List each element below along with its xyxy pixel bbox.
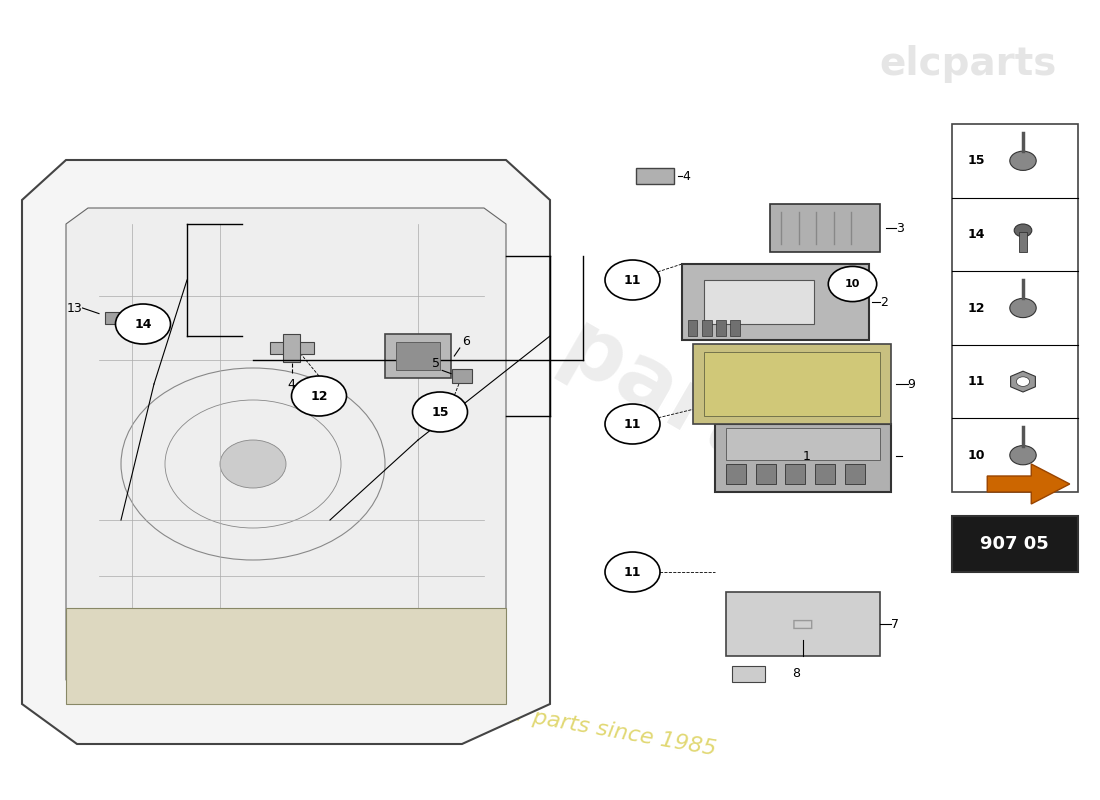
Circle shape	[220, 440, 286, 488]
FancyBboxPatch shape	[452, 369, 472, 383]
FancyBboxPatch shape	[704, 352, 880, 416]
Text: 11: 11	[968, 375, 986, 388]
FancyBboxPatch shape	[385, 334, 451, 378]
Circle shape	[1010, 446, 1036, 465]
FancyBboxPatch shape	[952, 516, 1078, 572]
Text: 7: 7	[891, 618, 899, 630]
FancyBboxPatch shape	[66, 608, 506, 704]
Circle shape	[605, 260, 660, 300]
Text: 4: 4	[682, 170, 690, 182]
FancyBboxPatch shape	[815, 464, 835, 484]
FancyBboxPatch shape	[726, 464, 746, 484]
FancyBboxPatch shape	[396, 342, 440, 370]
Circle shape	[828, 266, 877, 302]
FancyBboxPatch shape	[730, 320, 740, 336]
FancyBboxPatch shape	[715, 424, 891, 492]
Polygon shape	[66, 208, 506, 704]
Text: 15: 15	[431, 406, 449, 418]
Text: 12: 12	[310, 390, 328, 402]
FancyBboxPatch shape	[716, 320, 726, 336]
Circle shape	[1016, 377, 1030, 386]
Circle shape	[1010, 298, 1036, 318]
Text: ▭: ▭	[791, 612, 815, 636]
Text: a passion for parts since 1985: a passion for parts since 1985	[383, 681, 717, 759]
Circle shape	[292, 376, 346, 416]
FancyBboxPatch shape	[732, 666, 764, 682]
Text: 13: 13	[67, 302, 82, 314]
FancyBboxPatch shape	[785, 464, 805, 484]
Text: 9: 9	[908, 378, 915, 390]
FancyBboxPatch shape	[688, 320, 697, 336]
Polygon shape	[22, 160, 550, 744]
Text: 10: 10	[968, 449, 986, 462]
Polygon shape	[988, 464, 1069, 504]
Text: 3: 3	[896, 222, 904, 234]
Circle shape	[116, 304, 170, 344]
FancyBboxPatch shape	[284, 334, 299, 362]
Text: 907 05: 907 05	[980, 535, 1049, 553]
FancyBboxPatch shape	[1019, 232, 1027, 252]
FancyBboxPatch shape	[636, 168, 674, 184]
Text: 6: 6	[462, 335, 470, 348]
Text: 11: 11	[624, 566, 641, 578]
FancyBboxPatch shape	[270, 342, 314, 354]
Text: 14: 14	[134, 318, 152, 330]
Circle shape	[1010, 151, 1036, 170]
Circle shape	[605, 552, 660, 592]
Circle shape	[1014, 224, 1032, 237]
Circle shape	[412, 392, 468, 432]
FancyBboxPatch shape	[702, 320, 712, 336]
FancyBboxPatch shape	[682, 264, 869, 340]
Circle shape	[605, 404, 660, 444]
FancyBboxPatch shape	[952, 124, 1078, 492]
FancyBboxPatch shape	[726, 592, 880, 656]
FancyBboxPatch shape	[104, 312, 132, 324]
Text: 14: 14	[968, 228, 986, 241]
Text: 4: 4	[287, 378, 296, 390]
Text: 2: 2	[880, 296, 888, 309]
FancyBboxPatch shape	[726, 428, 880, 460]
Polygon shape	[1011, 371, 1035, 392]
Text: 8: 8	[792, 667, 800, 680]
FancyBboxPatch shape	[845, 464, 865, 484]
Text: 10: 10	[845, 279, 860, 289]
Text: 15: 15	[968, 154, 986, 167]
Text: 11: 11	[624, 418, 641, 430]
FancyBboxPatch shape	[693, 344, 891, 424]
FancyBboxPatch shape	[770, 204, 880, 252]
Text: 1: 1	[803, 450, 811, 462]
FancyBboxPatch shape	[704, 280, 814, 324]
Text: 11: 11	[624, 274, 641, 286]
Text: elc parts: elc parts	[400, 218, 810, 502]
Text: elcparts: elcparts	[879, 45, 1057, 83]
Text: 12: 12	[968, 302, 986, 314]
Text: 5: 5	[432, 358, 440, 370]
FancyBboxPatch shape	[756, 464, 775, 484]
